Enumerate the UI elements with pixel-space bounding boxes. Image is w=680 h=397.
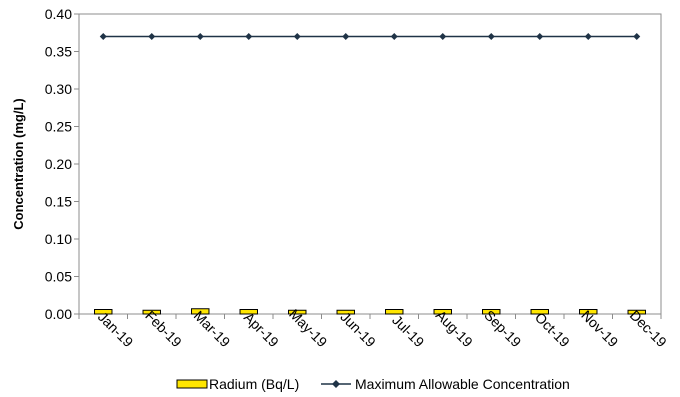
line-point bbox=[342, 33, 350, 40]
bar bbox=[191, 308, 210, 315]
bar bbox=[579, 309, 598, 315]
line-point bbox=[487, 33, 495, 40]
x-tick-label: Jul-19 bbox=[389, 312, 427, 350]
y-tick-label: 0.20 bbox=[45, 156, 72, 172]
line-point bbox=[99, 33, 107, 40]
line-point bbox=[536, 33, 544, 40]
x-tick-label: Jun-19 bbox=[337, 309, 379, 351]
x-tick-label: Apr-19 bbox=[241, 309, 282, 350]
line-point bbox=[293, 33, 301, 40]
bar bbox=[530, 309, 549, 315]
line-point bbox=[633, 33, 641, 40]
line-point bbox=[245, 33, 253, 40]
legend-label-radium: Radium (Bq/L) bbox=[209, 376, 299, 392]
line-point bbox=[196, 33, 204, 40]
plot-area bbox=[78, 13, 662, 315]
legend-swatch-diamond bbox=[332, 380, 340, 388]
legend: Radium (Bq/L) Maximum Allowable Concentra… bbox=[176, 376, 570, 392]
line-point bbox=[584, 33, 592, 40]
bars-layer bbox=[94, 308, 646, 315]
x-tick-label: Oct-19 bbox=[532, 309, 573, 350]
line-point bbox=[390, 33, 398, 40]
y-tick-label: 0.00 bbox=[45, 306, 72, 322]
y-tick-label: 0.10 bbox=[45, 231, 72, 247]
bar bbox=[288, 309, 307, 315]
legend-swatch-bar bbox=[176, 379, 208, 389]
y-tick-label: 0.15 bbox=[45, 194, 72, 210]
y-tick-label: 0.05 bbox=[45, 269, 72, 285]
x-tick-label: Jan-19 bbox=[95, 309, 137, 351]
bar bbox=[482, 309, 501, 315]
bar bbox=[142, 309, 161, 315]
bar bbox=[336, 309, 355, 315]
bar bbox=[433, 309, 452, 315]
bar bbox=[239, 309, 258, 315]
y-tick-label: 0.40 bbox=[45, 6, 72, 22]
y-tick-label: 0.30 bbox=[45, 81, 72, 97]
y-axis-title: Concentration (mg/L) bbox=[11, 98, 26, 229]
line-point bbox=[148, 33, 156, 40]
bar bbox=[627, 309, 646, 315]
legend-label-max-allowable: Maximum Allowable Concentration bbox=[355, 376, 570, 392]
line-point bbox=[439, 33, 447, 40]
y-tick-label: 0.35 bbox=[45, 44, 72, 60]
line-layer bbox=[99, 33, 641, 40]
y-tick-label: 0.25 bbox=[45, 119, 72, 135]
bar bbox=[385, 309, 404, 315]
bar bbox=[94, 309, 113, 315]
